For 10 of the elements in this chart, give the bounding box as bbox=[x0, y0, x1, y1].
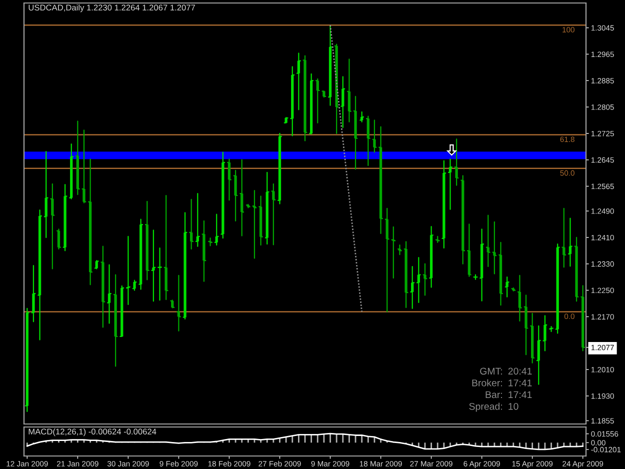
annotation: 20:41 bbox=[508, 368, 532, 375]
chart-title: MACD(12,26,1) -0.00624 -0.00624 bbox=[28, 428, 156, 436]
annotation: Spread: bbox=[469, 402, 502, 412]
annotation: 17:41 bbox=[508, 391, 532, 398]
annotation: 10 bbox=[508, 402, 518, 410]
annotation: Bar: bbox=[486, 391, 502, 398]
chart-title: USDCAD,Daily 1.2230 1.2264 1.2067 1.2077 bbox=[28, 4, 195, 12]
annotation: GMT: bbox=[480, 368, 502, 375]
annotation: 17:41 bbox=[508, 380, 532, 386]
annotation: Broker: bbox=[472, 379, 502, 386]
